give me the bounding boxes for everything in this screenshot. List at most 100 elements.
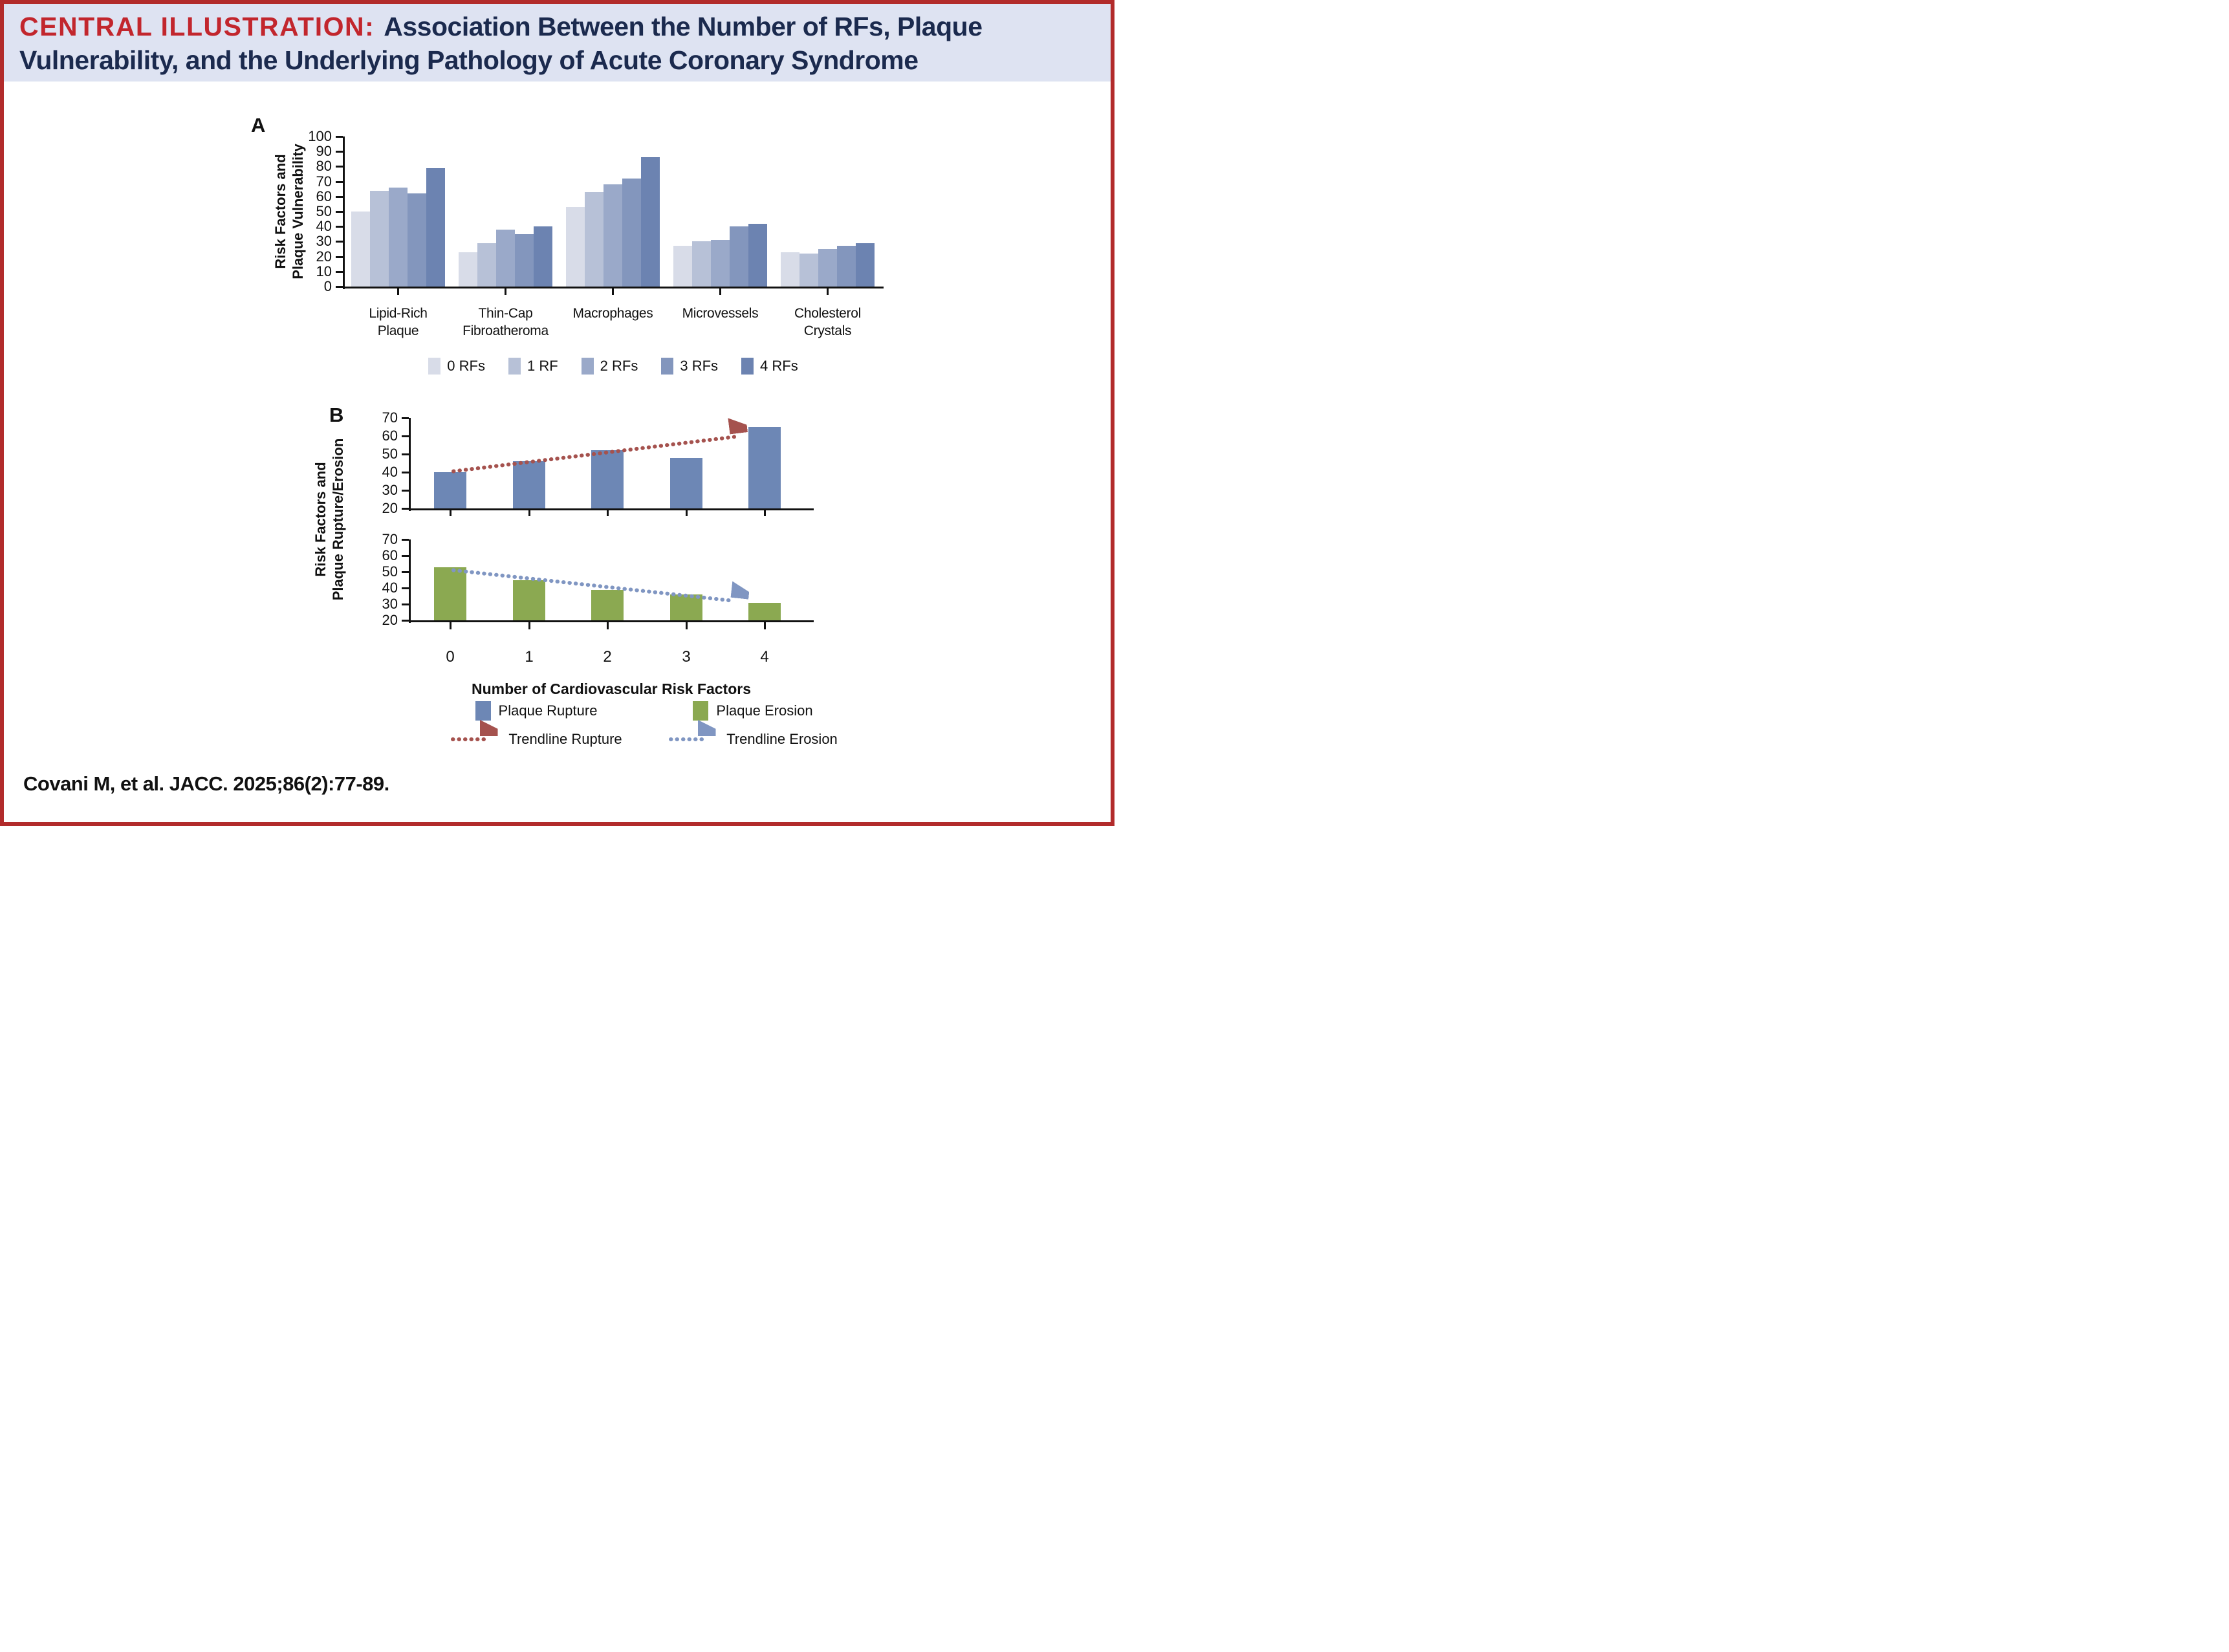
- figure-page: CENTRAL ILLUSTRATION: Association Between…: [0, 0, 1114, 826]
- panel-b-x-axis-line: [409, 620, 814, 622]
- legend-swatch-2-rfs: [581, 358, 594, 375]
- panel-b-x-tick: [449, 622, 451, 629]
- title-line-1: CENTRAL ILLUSTRATION: Association Between…: [19, 10, 1111, 43]
- panel-b-y-tick: [402, 435, 409, 437]
- panel-a-y-tick-label: 0: [323, 278, 332, 294]
- panel-a-category-label: Lipid-Rich Plaque: [340, 305, 457, 340]
- panel-b-legend-label: Plaque Rupture: [498, 702, 598, 719]
- panel-a-x-tick: [719, 288, 721, 295]
- panel-a-x-axis-line: [343, 287, 884, 288]
- panel-b-x-tick-label: 2: [603, 648, 612, 666]
- panel-b-letter: B: [329, 404, 344, 426]
- panel-b-legend-item: Plaque Erosion: [643, 701, 863, 721]
- panel-a-bar: [459, 252, 477, 287]
- panel-b-x-tick-label: 4: [760, 648, 769, 666]
- panel-b-x-tick: [685, 622, 688, 629]
- panel-a-category-label-line: Plaque: [377, 323, 419, 338]
- plaque-rupture-plot-area: [411, 418, 812, 508]
- panel-a-bar: [837, 246, 856, 287]
- panel-a-y-tick: [336, 286, 343, 288]
- plaque-erosion-bar: [748, 602, 781, 620]
- panel-a-bar: [515, 234, 534, 287]
- citation: Covani M, et al. JACC. 2025;86(2):77-89.: [23, 772, 389, 795]
- panel-a-bar: [477, 243, 496, 287]
- panel-b-x-tick: [528, 510, 530, 516]
- panel-a-bar: [585, 191, 603, 287]
- plaque-erosion-bar: [591, 589, 624, 620]
- panel-b-legend-label: Plaque Erosion: [716, 702, 813, 719]
- panel-a-legend-label: 2 RFs: [600, 358, 638, 374]
- panel-a-bar: [711, 240, 730, 287]
- panel-b-legend-label: Trendline Rupture: [508, 731, 622, 747]
- plaque-rupture-bar: [513, 461, 545, 508]
- plaque-rupture-bar: [434, 472, 466, 508]
- panel-a-category-label: Cholesterol Crystals: [770, 305, 886, 340]
- panel-b-legend-item: Trendline Erosion: [643, 731, 863, 748]
- panel-a-y-tick: [336, 270, 343, 273]
- panel-a-category-label-line: Microvessels: [682, 306, 759, 321]
- panel-b-y-tick: [402, 539, 409, 541]
- panel-b-y-tick-label: 30: [382, 482, 398, 498]
- panel-b-y-axis-line: [409, 418, 411, 511]
- panel-a-bar: [566, 207, 585, 287]
- panel-a-bar: [856, 243, 875, 287]
- panel-b-y-tick-label: 60: [382, 428, 398, 444]
- panel-b-x-tick: [528, 622, 530, 629]
- panel-b-y-tick-label: 50: [382, 563, 398, 580]
- panel-a-y-tick-label: 60: [316, 188, 332, 204]
- panel-a-x-tick: [827, 288, 829, 295]
- panel-b-y-tick-label: 30: [382, 596, 398, 612]
- panel-a-y-tick: [336, 226, 343, 228]
- panel-b-x-tick: [763, 622, 766, 629]
- plaque-erosion-bar: [513, 580, 545, 620]
- panel-a-category-label-line: Thin-Cap: [478, 306, 533, 321]
- panel-b-x-tick-label: 1: [525, 648, 534, 666]
- panel-b-y-tick: [402, 508, 409, 510]
- panel-a-y-tick-label: 100: [308, 128, 332, 144]
- panel-a-y-tick-label: 50: [316, 203, 332, 219]
- panel-a-x-tick: [397, 288, 399, 295]
- panel-b-y-tick: [402, 453, 409, 455]
- panel-a-y-axis-line: [343, 136, 345, 289]
- panel-a-x-tick: [505, 288, 506, 295]
- panel-b-y-tick: [402, 417, 409, 419]
- legend-swatch-plaque-erosion: [693, 701, 709, 721]
- legend-swatch-0-rfs: [428, 358, 441, 375]
- panel-a-y-tick: [336, 151, 343, 153]
- panel-b-x-tick: [449, 510, 451, 516]
- panel-a-legend-label: 0 RFs: [447, 358, 485, 374]
- panel-a-legend-item: 2 RFs: [581, 358, 638, 375]
- panel-b-y-tick-label: 40: [382, 464, 398, 480]
- panel-b-y-tick: [402, 555, 409, 557]
- panel-a-bar: [389, 187, 408, 287]
- panel-a-legend: 0 RFs 1 RF 2 RFs 3 RFs 4 RFs: [345, 358, 882, 375]
- panel-b-y-tick-label: 20: [382, 500, 398, 516]
- panel-b-x-tick-label: 0: [446, 648, 455, 666]
- panel-b-y-tick-label: 70: [382, 531, 398, 547]
- panel-a-y-tick: [336, 136, 343, 138]
- legend-swatch-plaque-rupture: [475, 701, 491, 721]
- legend-swatch-3-rfs: [661, 358, 674, 375]
- panel-a-bar: [730, 226, 748, 287]
- trendline-erosion: [451, 568, 812, 603]
- panel-a-legend-item: 0 RFs: [428, 358, 485, 375]
- panel-a-category-label-line: Lipid-Rich: [369, 306, 428, 321]
- panel-a-bar: [641, 157, 660, 287]
- panel-a-y-tick-label: 40: [316, 218, 332, 235]
- panel-b-x-axis-title: Number of Cardiovascular Risk Factors: [471, 680, 752, 697]
- panel-a-bar: [534, 226, 552, 287]
- panel-b-x-tick: [606, 622, 609, 629]
- panel-a-y-tick-label: 30: [316, 233, 332, 250]
- panel-b-y-tick: [402, 490, 409, 492]
- panel-a-y-tick: [336, 180, 343, 183]
- panel-b-y-tick: [402, 472, 409, 473]
- panel-b-y-axis-label-line2: Plaque Rupture/Erosion: [330, 438, 346, 601]
- panel-a-bar: [748, 223, 767, 287]
- panel-a-category-label: Macrophages: [555, 305, 671, 322]
- panel-b-legend-label: Trendline Erosion: [726, 731, 838, 747]
- panel-a-letter: A: [251, 114, 266, 136]
- plaque-rupture-bar: [748, 427, 781, 508]
- panel-a-bar: [781, 252, 799, 287]
- panel-b-x-tick-label: 3: [682, 648, 691, 666]
- plaque-rupture-bar: [670, 457, 702, 508]
